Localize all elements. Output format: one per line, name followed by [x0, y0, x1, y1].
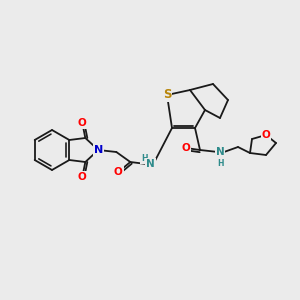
Text: O: O [262, 130, 270, 140]
Text: O: O [78, 118, 87, 128]
Text: O: O [114, 167, 123, 177]
Text: N: N [94, 145, 103, 155]
Text: H: H [217, 159, 223, 168]
Text: N: N [146, 159, 155, 169]
Text: O: O [78, 172, 87, 182]
Text: H: H [141, 154, 148, 163]
Text: O: O [182, 143, 190, 153]
Text: S: S [163, 88, 171, 101]
Text: N: N [216, 147, 224, 157]
